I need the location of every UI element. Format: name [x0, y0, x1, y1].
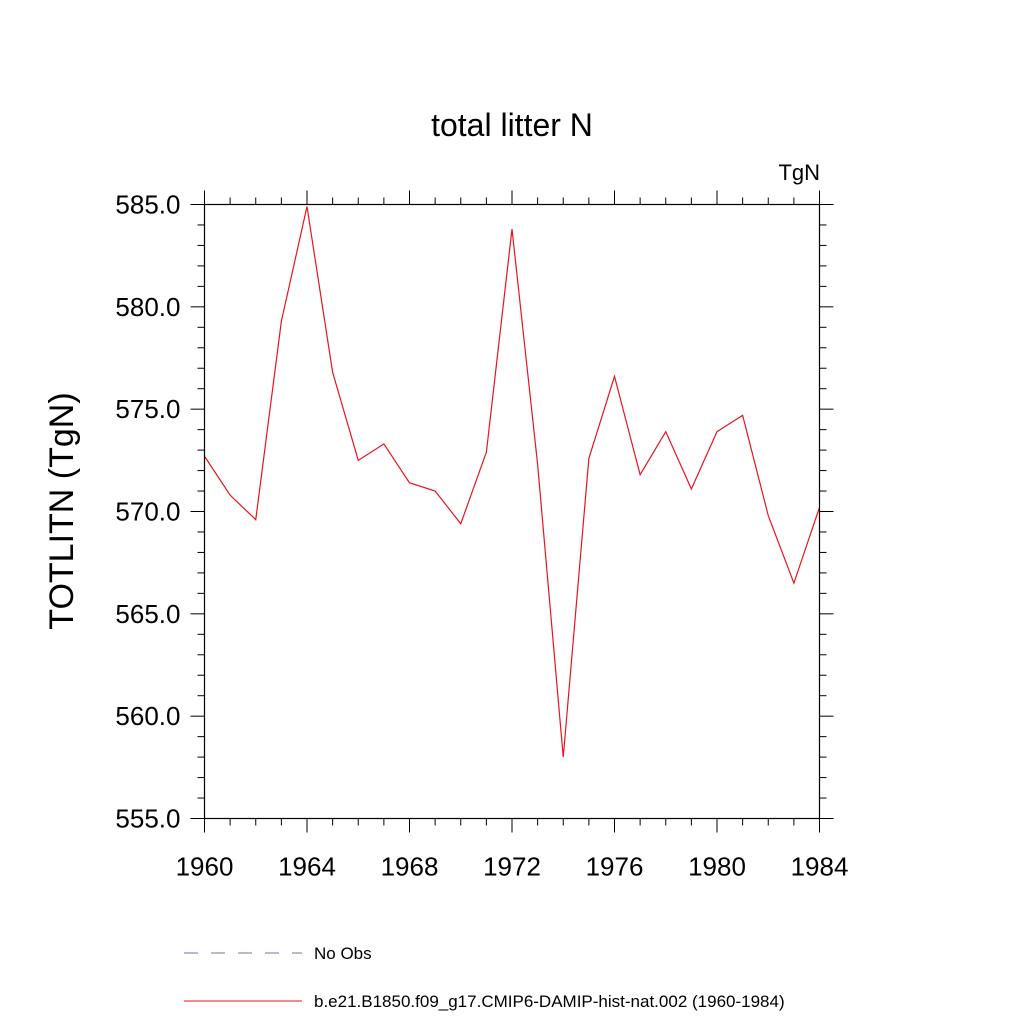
x-tick-label: 1968 — [381, 852, 439, 882]
legend-label: b.e21.B1850.f09_g17.CMIP6-DAMIP-hist-nat… — [314, 992, 785, 1011]
y-tick-label: 570.0 — [115, 497, 180, 527]
y-axis-label: TOTLITN (TgN) — [43, 392, 81, 629]
y-tick-label: 565.0 — [115, 599, 180, 629]
y-tick-label: 560.0 — [115, 701, 180, 731]
axis-ticks — [190, 190, 834, 833]
plot-frame — [203, 203, 821, 820]
x-tick-label: 1976 — [586, 852, 644, 882]
y-tick-labels: 555.0 560.0 565.0 570.0 575.0 580.0 585.0 — [115, 190, 180, 834]
data-series — [203, 206, 821, 758]
legend: No Obs b.e21.B1850.f09_g17.CMIP6-DAMIP-hi… — [184, 944, 785, 1011]
series-line — [203, 206, 821, 758]
y-tick-label: 580.0 — [115, 292, 180, 322]
x-tick-label: 1980 — [688, 852, 746, 882]
x-tick-label: 1984 — [791, 852, 849, 882]
x-tick-label: 1972 — [483, 852, 541, 882]
units-label: TgN — [778, 160, 820, 185]
x-tick-label: 1960 — [176, 852, 234, 882]
x-tick-labels: 1960 1964 1968 1972 1976 1980 1984 — [176, 852, 849, 882]
y-tick-label: 585.0 — [115, 190, 180, 220]
chart-title: total litter N — [431, 107, 593, 143]
x-tick-label: 1964 — [278, 852, 336, 882]
y-tick-label: 575.0 — [115, 394, 180, 424]
legend-label: No Obs — [314, 944, 372, 963]
y-tick-label: 555.0 — [115, 804, 180, 834]
